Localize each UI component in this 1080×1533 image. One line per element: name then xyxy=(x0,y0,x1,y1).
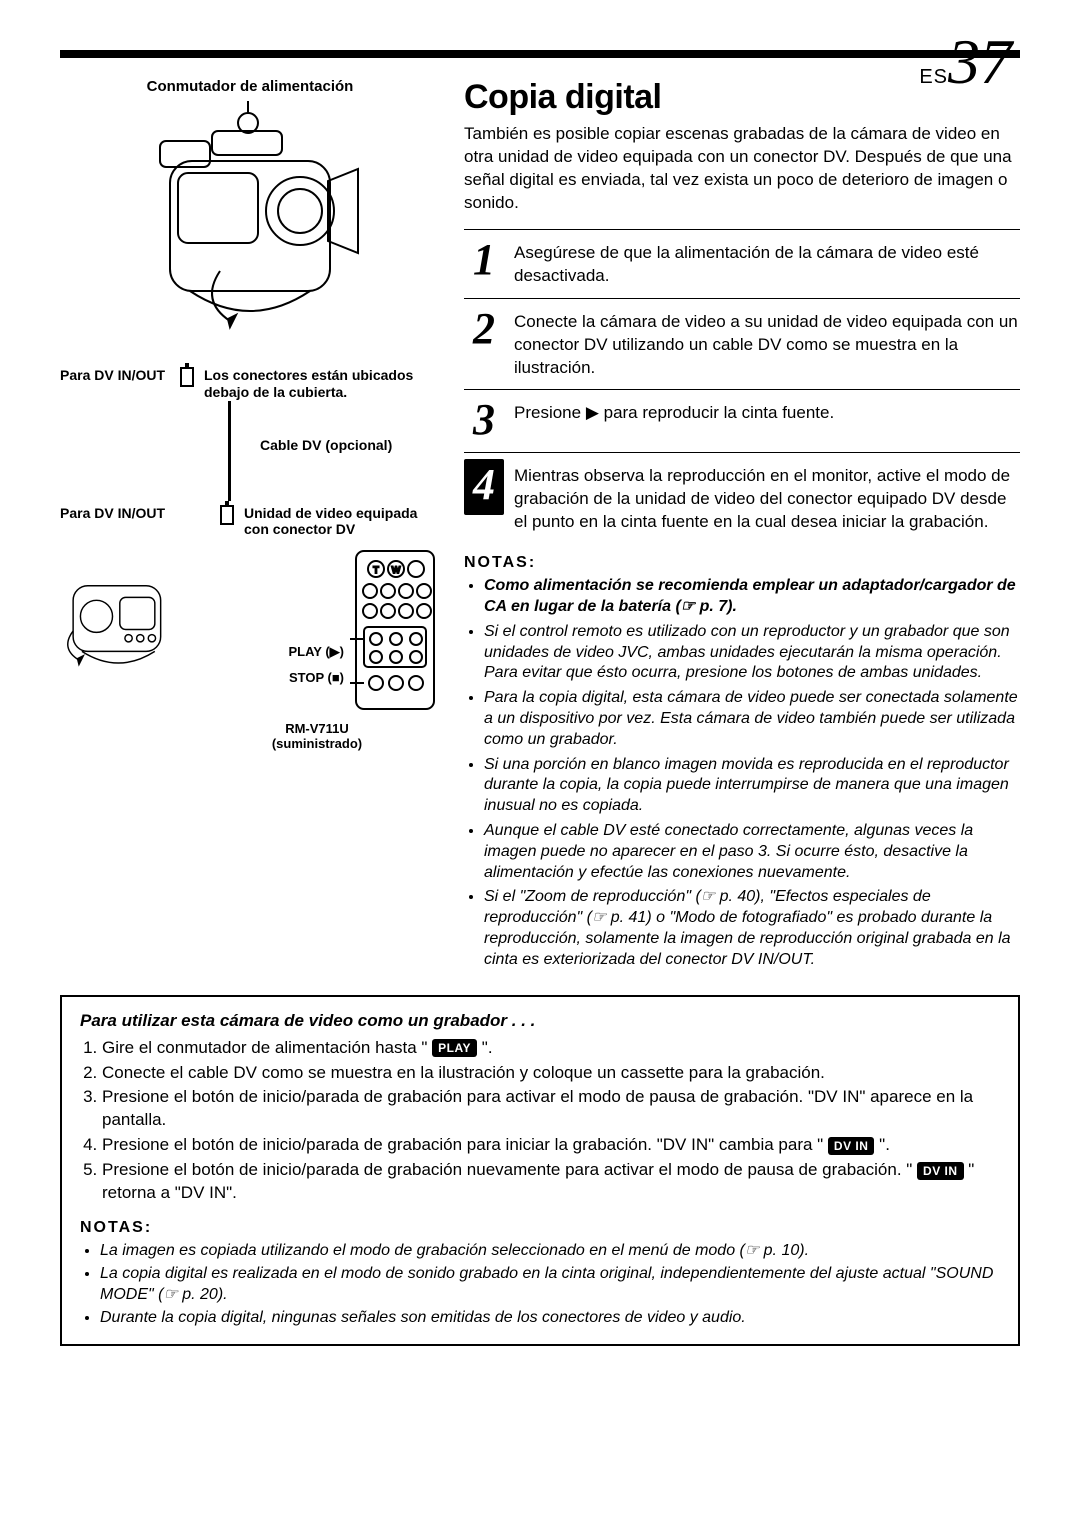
dv-cable-label: Cable DV (opcional) xyxy=(260,437,410,454)
step-number: 2 xyxy=(464,305,504,351)
note-item: Para la copia digital, esta cámara de vi… xyxy=(484,688,1020,750)
page-number: ES37 xyxy=(911,30,1020,94)
step-text: Presione ▶ para reproducir la cinta fuen… xyxy=(514,396,1020,425)
remote-supplied: (suministrado) xyxy=(272,736,362,751)
note-item: Si el control remoto es utilizado con un… xyxy=(484,622,1020,684)
svg-text:W: W xyxy=(392,565,401,575)
note-item: Como alimentación se recomienda emplear … xyxy=(484,576,1020,618)
page-num: 37 xyxy=(948,26,1012,97)
box-note-item: La copia digital es realizada en el modo… xyxy=(100,1264,1000,1306)
play-tag: PLAY xyxy=(432,1039,477,1057)
content-column: Copia digital También es posible copiar … xyxy=(464,78,1020,975)
camcorder-illustration xyxy=(100,101,400,361)
cable-line xyxy=(228,401,231,501)
step-1: 1 Asegúrese de que la alimentación de la… xyxy=(464,229,1020,298)
step-2: 2 Conecte la cámara de video a su unidad… xyxy=(464,298,1020,390)
connectors-cover-label: Los conectores están ubicados debajo de … xyxy=(204,367,440,401)
box-step: Conecte el cable DV como se muestra en l… xyxy=(102,1062,1000,1085)
box-step: Presione el botón de inicio/parada de gr… xyxy=(102,1086,1000,1132)
intro-text: También es posible copiar escenas grabad… xyxy=(464,123,1020,215)
power-switch-label: Conmutador de alimentación xyxy=(60,78,440,95)
plug-icon xyxy=(180,367,194,387)
box-note-item: Durante la copia digital, ningunas señal… xyxy=(100,1308,1000,1329)
step-text: Asegúrese de que la alimentación de la c… xyxy=(514,236,1020,288)
remote-illustration: T W xyxy=(350,545,440,715)
box-step-text: Gire el conmutador de alimentación hasta… xyxy=(102,1038,432,1057)
plug-icon-2 xyxy=(220,505,234,525)
callout-dv-bottom: Para DV IN/OUT Unidad de video equipada … xyxy=(60,505,440,537)
note-item: Si una porción en blanco imagen movida e… xyxy=(484,755,1020,817)
step-3: 3 Presione ▶ para reproducir la cinta fu… xyxy=(464,389,1020,452)
dvin-tag: DV IN xyxy=(828,1137,875,1155)
notes-section: NOTAS: Como alimentación se recomienda e… xyxy=(464,554,1020,970)
step-text: Conecte la cámara de video a su unidad d… xyxy=(514,305,1020,380)
top-rule xyxy=(60,50,1020,58)
notes-heading: NOTAS: xyxy=(464,554,1020,572)
dv-inout-top-label: Para DV IN/OUT xyxy=(60,367,170,384)
step-text: Mientras observa la reproducción en el m… xyxy=(514,459,1020,534)
box-title: Para utilizar esta cámara de video como … xyxy=(80,1011,1000,1031)
recorder-box: Para utilizar esta cámara de video como … xyxy=(60,995,1020,1347)
svg-text:T: T xyxy=(373,565,379,575)
remote-model: RM-V711U xyxy=(285,721,349,736)
box-step-text: Presione el botón de inicio/parada de gr… xyxy=(102,1135,828,1154)
box-notes: La imagen es copiada utilizando el modo … xyxy=(80,1241,1000,1328)
step-number: 1 xyxy=(464,236,504,282)
page-prefix: ES xyxy=(919,66,948,88)
steps-list: 1 Asegúrese de que la alimentación de la… xyxy=(464,229,1020,545)
diagram-column: Conmutador de alimentación xyxy=(60,78,440,975)
box-step: Presione el botón de inicio/parada de gr… xyxy=(102,1134,1000,1157)
step-number: 3 xyxy=(464,396,504,442)
note-item: Si el "Zoom de reproducción" (☞ p. 40), … xyxy=(484,887,1020,970)
box-step: Gire el conmutador de alimentación hasta… xyxy=(102,1037,1000,1060)
box-step: Presione el botón de inicio/parada de gr… xyxy=(102,1159,1000,1205)
box-step-text: Presione el botón de inicio/parada de gr… xyxy=(102,1160,917,1179)
step-number-final: 4 xyxy=(464,459,504,515)
box-steps: Gire el conmutador de alimentación hasta… xyxy=(80,1037,1000,1206)
note-item: Aunque el cable DV esté conectado correc… xyxy=(484,821,1020,883)
stop-label: STOP (■) xyxy=(194,665,344,691)
remote-area: PLAY (▶) STOP (■) T W xyxy=(60,545,440,751)
manual-page: ES37 Conmutador de alimentación xyxy=(0,0,1080,1386)
box-step-text: ". xyxy=(477,1038,492,1057)
callout-dv-top: Para DV IN/OUT Los conectores están ubic… xyxy=(60,367,440,401)
video-unit-illustration xyxy=(60,545,184,695)
video-unit-label: Unidad de video equipada con conector DV xyxy=(244,505,440,537)
play-label: PLAY (▶) xyxy=(194,639,344,665)
box-note-item: La imagen es copiada utilizando el modo … xyxy=(100,1241,1000,1262)
dv-inout-bottom-label: Para DV IN/OUT xyxy=(60,505,210,521)
box-step-text: ". xyxy=(874,1135,889,1154)
box-notes-heading: NOTAS: xyxy=(80,1219,1000,1237)
dvin-tag: DV IN xyxy=(917,1162,964,1180)
step-4: 4 Mientras observa la reproducción en el… xyxy=(464,452,1020,544)
